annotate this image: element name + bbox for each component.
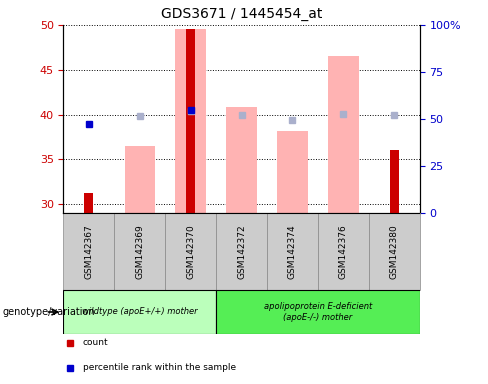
Text: percentile rank within the sample: percentile rank within the sample bbox=[83, 363, 236, 372]
Bar bbox=[226, 108, 257, 213]
Text: apolipoprotein E-deficient
(apoE-/-) mother: apolipoprotein E-deficient (apoE-/-) mot… bbox=[264, 302, 372, 322]
Text: GSM142374: GSM142374 bbox=[288, 224, 297, 279]
Bar bbox=[216, 213, 267, 290]
Bar bbox=[369, 213, 420, 290]
Text: GSM142369: GSM142369 bbox=[135, 224, 144, 279]
Bar bbox=[124, 146, 155, 213]
Bar bbox=[114, 213, 165, 290]
Bar bbox=[84, 192, 94, 213]
Bar bbox=[63, 213, 114, 290]
Bar bbox=[63, 290, 216, 334]
Bar bbox=[186, 30, 195, 213]
Bar bbox=[267, 213, 318, 290]
Bar bbox=[389, 151, 399, 213]
Bar bbox=[318, 213, 369, 290]
Bar bbox=[165, 213, 216, 290]
Text: GSM142367: GSM142367 bbox=[84, 224, 93, 279]
Text: count: count bbox=[83, 338, 109, 348]
Bar bbox=[216, 290, 420, 334]
Text: GSM142380: GSM142380 bbox=[390, 224, 399, 279]
Text: GSM142370: GSM142370 bbox=[186, 224, 195, 279]
Text: GSM142372: GSM142372 bbox=[237, 224, 246, 279]
Bar bbox=[328, 56, 359, 213]
Text: GSM142376: GSM142376 bbox=[339, 224, 348, 279]
Bar bbox=[175, 30, 206, 213]
Text: genotype/variation: genotype/variation bbox=[2, 307, 95, 317]
Bar bbox=[277, 131, 308, 213]
Title: GDS3671 / 1445454_at: GDS3671 / 1445454_at bbox=[161, 7, 322, 21]
Text: wildtype (apoE+/+) mother: wildtype (apoE+/+) mother bbox=[82, 308, 198, 316]
